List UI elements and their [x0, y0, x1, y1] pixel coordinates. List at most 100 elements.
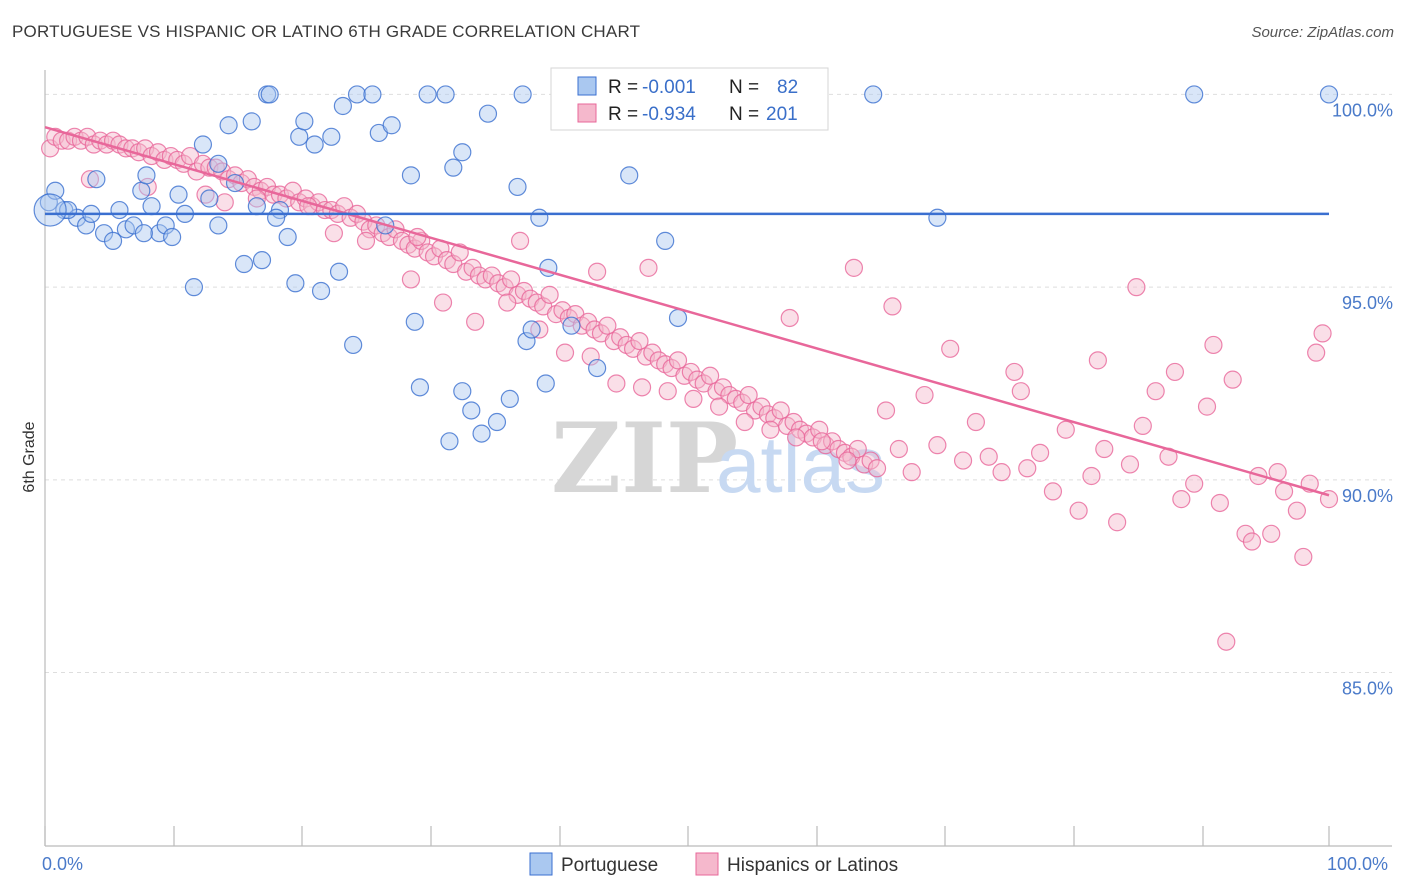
- portuguese-point: [209, 216, 228, 235]
- hispanic-point: [709, 397, 729, 416]
- hispanic-point: [966, 412, 986, 432]
- portuguese-point: [278, 227, 297, 247]
- portuguese-point: [478, 104, 498, 123]
- portuguese-point: [444, 158, 463, 177]
- portuguese-point: [668, 308, 688, 328]
- portuguese-point: [472, 424, 491, 443]
- hispanic-point: [324, 224, 343, 243]
- series-legend: Portuguese Hispanics or Latinos: [529, 852, 898, 876]
- hispanic-point: [501, 270, 521, 289]
- hispanic-point: [80, 170, 100, 189]
- legend-n-label-2: N =: [729, 104, 759, 125]
- hispanic-point: [883, 297, 902, 316]
- portuguese-point: [333, 96, 352, 116]
- portuguese-point: [163, 227, 182, 247]
- hispanic-point: [581, 347, 600, 366]
- hispanic-point: [1082, 466, 1101, 486]
- hispanic-point: [771, 401, 790, 420]
- hispanic-point: [810, 420, 829, 439]
- legend-r-value-1: -0.001: [642, 77, 696, 98]
- source-label: Source: ZipAtlas.com: [1251, 24, 1394, 41]
- portuguese-point: [522, 320, 541, 339]
- portuguese-point: [453, 143, 472, 162]
- portuguese-point: [382, 116, 401, 135]
- legend-r-value-2: -0.934: [642, 104, 696, 125]
- watermark-zip: ZIP: [551, 402, 738, 515]
- hispanic-point: [530, 320, 549, 339]
- hispanic-point: [928, 436, 947, 455]
- portuguese-point: [347, 85, 367, 104]
- hispanic-point: [867, 459, 887, 478]
- hispanic-point: [630, 331, 649, 351]
- hispanic-point: [555, 343, 575, 362]
- portuguese-point: [267, 208, 286, 227]
- portuguese-point: [132, 181, 151, 200]
- hispanic-point: [1165, 362, 1185, 382]
- hispanic-point: [1294, 547, 1313, 567]
- hispanic-point: [761, 420, 780, 439]
- portuguese-point: [46, 181, 65, 200]
- hispanic-point: [838, 451, 857, 470]
- hispanic-trend-line: [44, 125, 1330, 497]
- hispanic-point: [1313, 324, 1332, 343]
- portuguese-point: [134, 224, 153, 243]
- portuguese-point: [286, 274, 305, 293]
- hispanic-point: [356, 231, 376, 250]
- portuguese-point: [110, 200, 129, 220]
- portuguese-point: [247, 197, 266, 216]
- y-axis-label: 6th Grade: [21, 421, 38, 492]
- portuguese-point: [156, 216, 175, 235]
- hispanic-points: [41, 127, 1339, 651]
- portuguese-point: [260, 85, 279, 104]
- portuguese-point: [295, 112, 314, 131]
- hispanic-point: [247, 189, 266, 208]
- hispanic-point: [1197, 397, 1217, 416]
- legend-swatch-hispanic: [577, 103, 597, 123]
- hispanic-point: [433, 293, 453, 312]
- portuguese-point: [142, 197, 161, 216]
- hispanic-point: [684, 389, 703, 409]
- bottom-legend-swatch-portuguese: [529, 852, 553, 876]
- y-tick-label: 100.0%: [1332, 100, 1393, 120]
- hispanic-point: [941, 339, 960, 358]
- portuguese-point: [500, 389, 519, 409]
- portuguese-point: [322, 127, 341, 146]
- y-tick-label: 90.0%: [1342, 486, 1393, 506]
- hispanic-point: [1043, 482, 1063, 501]
- hispanic-point: [889, 439, 908, 459]
- hispanic-point: [992, 463, 1011, 482]
- hispanic-point: [739, 385, 758, 405]
- portuguese-point: [401, 166, 421, 185]
- hispanic-point: [588, 262, 607, 281]
- portuguese-points: [33, 85, 1339, 451]
- hispanic-point: [1133, 416, 1152, 435]
- trend-lines: [44, 125, 1330, 497]
- hispanic-point: [1108, 513, 1127, 532]
- hispanic-point: [1011, 382, 1030, 401]
- hispanic-point: [1185, 474, 1204, 493]
- portuguese-point: [536, 374, 555, 393]
- portuguese-point: [103, 231, 123, 250]
- portuguese-point: [1185, 85, 1204, 104]
- x-tick-label-max: 100.0%: [1327, 854, 1388, 874]
- hispanic-point: [812, 432, 831, 451]
- hispanic-point: [735, 412, 754, 432]
- hispanic-point: [1242, 532, 1262, 551]
- hispanic-point: [215, 193, 234, 212]
- portuguese-point: [184, 278, 204, 297]
- hispanic-point: [1146, 382, 1165, 401]
- portuguese-point: [440, 432, 459, 451]
- hispanic-point: [1217, 632, 1236, 651]
- hispanic-point: [1120, 455, 1140, 474]
- portuguese-point: [928, 208, 947, 227]
- legend-n-value-1: 82: [777, 77, 798, 98]
- hispanic-point: [780, 308, 799, 328]
- portuguese-point: [620, 166, 639, 185]
- portuguese-point: [517, 331, 536, 351]
- legend-r-label-2: R =: [608, 104, 638, 125]
- portuguese-point: [508, 177, 527, 197]
- hispanic-point: [1127, 278, 1146, 297]
- hispanic-point: [466, 312, 485, 331]
- hispanic-point: [876, 401, 896, 420]
- portuguese-point: [87, 170, 106, 189]
